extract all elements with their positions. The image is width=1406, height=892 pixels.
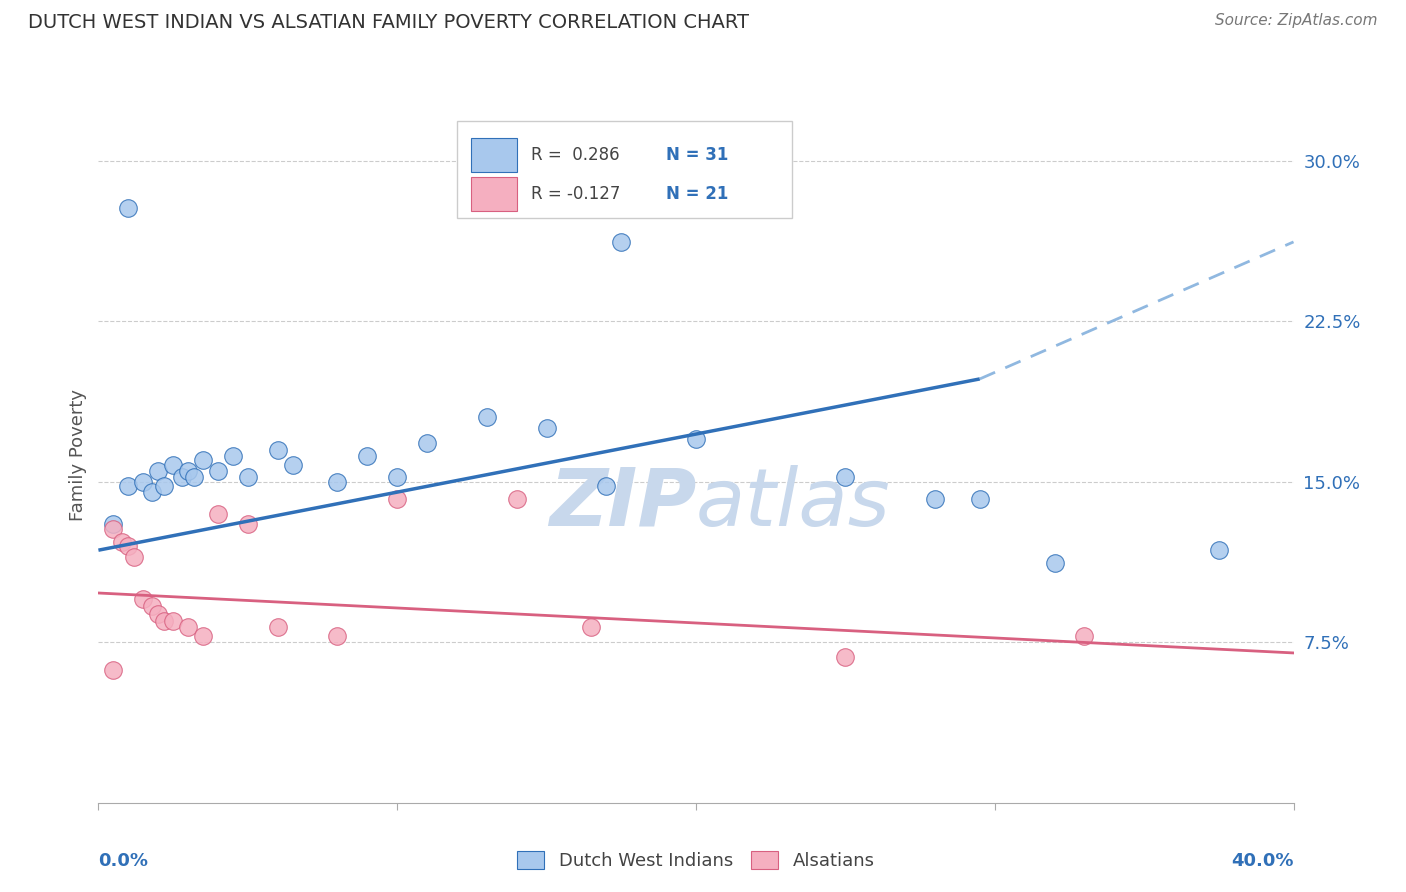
Text: R =  0.286: R = 0.286 bbox=[531, 146, 620, 164]
Text: Source: ZipAtlas.com: Source: ZipAtlas.com bbox=[1215, 13, 1378, 29]
Text: N = 31: N = 31 bbox=[666, 146, 728, 164]
Point bbox=[506, 491, 529, 506]
Point bbox=[834, 470, 856, 484]
Point bbox=[103, 522, 125, 536]
FancyBboxPatch shape bbox=[471, 138, 517, 172]
Point bbox=[969, 491, 991, 506]
Text: N = 21: N = 21 bbox=[666, 185, 728, 203]
Point bbox=[475, 410, 498, 425]
Point bbox=[834, 650, 856, 665]
Point bbox=[141, 599, 163, 613]
Point bbox=[385, 491, 409, 506]
Point bbox=[148, 607, 170, 622]
Legend: Dutch West Indians, Alsatians: Dutch West Indians, Alsatians bbox=[510, 844, 882, 877]
Point bbox=[326, 475, 349, 489]
Point bbox=[183, 470, 205, 484]
Point bbox=[385, 470, 409, 484]
Text: DUTCH WEST INDIAN VS ALSATIAN FAMILY POVERTY CORRELATION CHART: DUTCH WEST INDIAN VS ALSATIAN FAMILY POV… bbox=[28, 13, 749, 32]
Text: 0.0%: 0.0% bbox=[98, 852, 149, 870]
Point bbox=[162, 614, 184, 628]
FancyBboxPatch shape bbox=[471, 178, 517, 211]
Text: 40.0%: 40.0% bbox=[1232, 852, 1294, 870]
Point bbox=[236, 517, 259, 532]
Point bbox=[172, 470, 194, 484]
Point bbox=[111, 534, 134, 549]
Point bbox=[162, 458, 184, 472]
Point bbox=[207, 507, 229, 521]
Point bbox=[685, 432, 707, 446]
Point bbox=[610, 235, 633, 249]
Y-axis label: Family Poverty: Family Poverty bbox=[69, 389, 87, 521]
Point bbox=[1073, 629, 1095, 643]
Point bbox=[153, 614, 176, 628]
Point bbox=[132, 475, 155, 489]
Point bbox=[148, 464, 170, 478]
Point bbox=[326, 629, 349, 643]
Point bbox=[416, 436, 439, 450]
Point bbox=[924, 491, 946, 506]
Text: ZIP: ZIP bbox=[548, 465, 696, 542]
Point bbox=[207, 464, 229, 478]
Point bbox=[236, 470, 259, 484]
Point bbox=[177, 620, 200, 634]
Point bbox=[153, 479, 176, 493]
Point bbox=[581, 620, 603, 634]
Point bbox=[124, 549, 146, 564]
Point bbox=[191, 453, 214, 467]
Point bbox=[281, 458, 304, 472]
Point bbox=[356, 449, 378, 463]
Text: atlas: atlas bbox=[696, 465, 891, 542]
Text: R = -0.127: R = -0.127 bbox=[531, 185, 620, 203]
Point bbox=[536, 421, 558, 435]
Point bbox=[177, 464, 200, 478]
Point bbox=[1208, 543, 1230, 558]
Point bbox=[117, 479, 139, 493]
Point bbox=[267, 620, 290, 634]
Point bbox=[191, 629, 214, 643]
Point bbox=[141, 485, 163, 500]
Point bbox=[132, 592, 155, 607]
Point bbox=[595, 479, 617, 493]
Point bbox=[267, 442, 290, 457]
Point bbox=[103, 517, 125, 532]
Point bbox=[117, 539, 139, 553]
Point bbox=[103, 663, 125, 677]
FancyBboxPatch shape bbox=[457, 121, 792, 219]
Point bbox=[222, 449, 245, 463]
Point bbox=[1043, 556, 1066, 570]
Point bbox=[117, 201, 139, 215]
